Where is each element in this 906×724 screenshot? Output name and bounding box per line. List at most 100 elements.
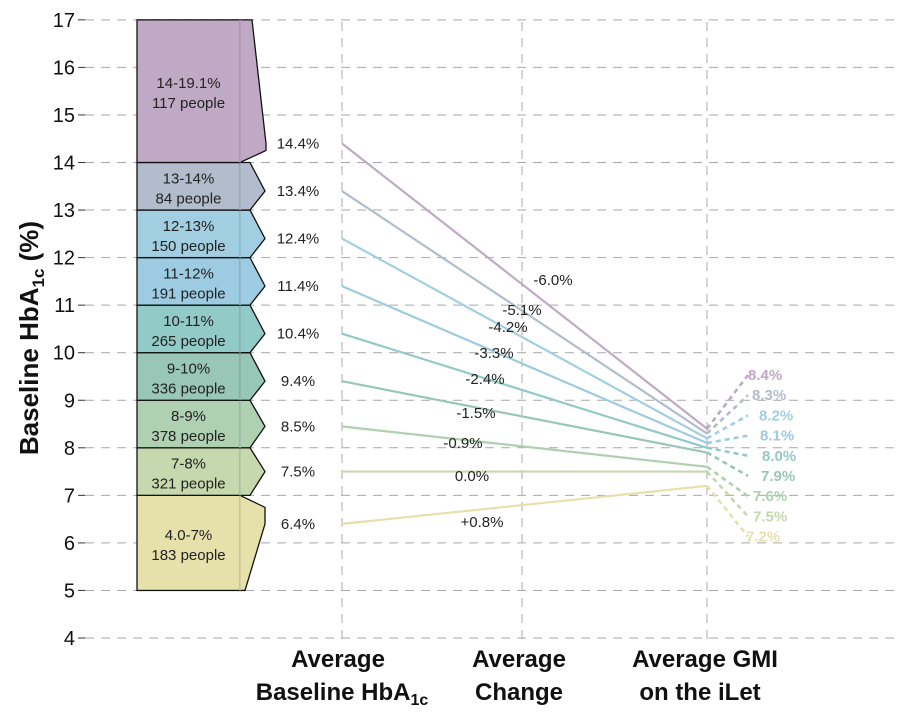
gmi-value-label: 7.2%	[746, 529, 780, 546]
group-people-label: 117 people	[152, 95, 225, 112]
group-people-label: 84 people	[156, 190, 222, 207]
change-value-label: +0.8%	[461, 514, 504, 531]
group-box-pointer	[239, 209, 266, 259]
gmi-value-label: 7.9%	[761, 468, 795, 485]
group-box-rect	[136, 494, 241, 592]
group-box-pointer	[239, 256, 266, 306]
group-range-label: 10-11%	[163, 313, 214, 330]
group-box-pointer	[239, 352, 266, 401]
y-tick-label: 5	[64, 580, 75, 602]
column-label-change: Average Change	[472, 646, 566, 706]
baseline-value-label: 11.4%	[277, 278, 318, 295]
baseline-value-label: 9.4%	[281, 373, 315, 390]
group-range-label: 11-12%	[163, 265, 214, 282]
gmi-connector	[706, 434, 749, 445]
group-box-rect	[136, 447, 241, 496]
baseline-value-label: 14.4%	[277, 135, 320, 152]
gmi-connector	[705, 374, 750, 430]
column-label-baseline: Average Baseline HbA1c	[256, 646, 429, 709]
y-tick-label: 4	[64, 628, 75, 650]
gmi-value-label: 7.5%	[753, 508, 787, 525]
column-label-line1: Average GMI	[632, 646, 778, 673]
gmi-connector	[706, 414, 749, 440]
group-range-label: 7-8%	[171, 456, 206, 473]
y-tick-label: 7	[64, 485, 75, 507]
y-tick-label: 12	[53, 248, 75, 270]
y-tick-label: 11	[54, 295, 75, 317]
baseline-value-label: 6.4%	[281, 516, 315, 533]
group-box: 13-14% 84 people	[136, 161, 266, 211]
change-line	[341, 190, 708, 435]
group-box-rect	[136, 19, 241, 164]
gmi-value-label: 8.0%	[762, 448, 796, 465]
change-value-label: -1.5%	[456, 405, 495, 422]
group-box: 12-13% 150 people	[136, 209, 266, 259]
y-axis: 4 5 6 7 8 9 10 11 12 13 14 15 16 17	[53, 10, 85, 650]
gmi-connector	[706, 470, 749, 518]
change-value-label: 0.0%	[455, 468, 489, 485]
gmi-connector	[706, 446, 749, 458]
change-value-label: -0.9%	[443, 435, 482, 452]
gmi-connector	[705, 485, 750, 538]
change-line	[341, 484, 708, 525]
group-box-pointer	[239, 399, 266, 449]
group-people-label: 183 people	[151, 547, 225, 564]
column-label-line2: on the iLet	[639, 679, 760, 706]
gmi-value-label: 8.2%	[759, 407, 793, 424]
group-boxes: 4.0-7% 183 people 7-8% 321 people 8-9% 378 pe…	[136, 19, 267, 592]
y-tick-label: 6	[64, 533, 75, 555]
gmi-value-label: 8.4%	[748, 367, 782, 384]
group-people-label: 191 people	[151, 285, 225, 302]
column-label-line1: Average	[291, 646, 385, 673]
gmi-value-label: 8.3%	[752, 387, 786, 404]
baseline-value-label: 8.5%	[281, 418, 315, 435]
y-tick-label: 14	[53, 153, 75, 175]
change-value-label: -5.1%	[502, 302, 541, 319]
y-tick-label: 17	[53, 10, 75, 32]
column-label-line2: Baseline HbA1c	[256, 679, 429, 709]
group-box: 10-11% 265 people	[136, 304, 266, 354]
group-people-label: 378 people	[151, 428, 225, 445]
y-tick-label: 10	[53, 343, 75, 365]
baseline-value-label: 12.4%	[277, 231, 320, 248]
group-box: 14-19.1% 117 people	[136, 19, 267, 164]
gmi-connector	[706, 451, 749, 478]
group-box-pointer	[239, 19, 267, 164]
change-lines	[341, 142, 750, 538]
y-axis-label: Baseline HbA1c (%)	[14, 221, 48, 455]
change-line	[341, 237, 708, 440]
value-labels: 6.4% 7.5% 8.5% 9.4% 10.4% 11.4% 12.4% 13.4% 14.4…	[277, 135, 796, 545]
group-range-label: 4.0-7%	[165, 527, 213, 544]
group-people-label: 321 people	[151, 476, 225, 493]
group-box-pointer	[239, 161, 266, 211]
change-value-label: -2.4%	[465, 371, 504, 388]
gmi-connector	[706, 394, 749, 435]
column-label-line1: Average	[472, 646, 566, 673]
change-line	[341, 380, 708, 454]
y-tick-label: 8	[64, 438, 75, 460]
change-line	[341, 285, 708, 445]
group-range-label: 8-9%	[171, 408, 206, 425]
column-label-line2: Change	[475, 679, 563, 706]
group-range-label: 12-13%	[163, 218, 215, 235]
group-people-label: 336 people	[151, 380, 225, 397]
gmi-value-label: 8.1%	[760, 428, 794, 445]
y-tick-label: 13	[53, 200, 75, 222]
change-value-label: -6.0%	[533, 272, 572, 289]
group-box: 11-12% 191 people	[136, 256, 266, 306]
y-tick-label: 16	[53, 57, 75, 79]
baseline-value-label: 13.4%	[277, 183, 320, 200]
group-box: 8-9% 378 people	[136, 399, 266, 449]
group-box-pointer	[239, 304, 266, 354]
group-people-label: 150 people	[151, 238, 225, 255]
group-box-pointer	[239, 447, 266, 497]
group-range-label: 13-14%	[163, 170, 215, 187]
baseline-value-label: 10.4%	[277, 326, 320, 343]
group-box: 4.0-7% 183 people	[136, 494, 266, 592]
y-tick-label: 9	[64, 390, 75, 412]
baseline-value-label: 7.5%	[281, 464, 315, 481]
y-tick-label: 15	[53, 105, 75, 127]
group-box-rect	[136, 256, 241, 306]
column-label-gmi: Average GMI on the iLet	[632, 646, 778, 706]
